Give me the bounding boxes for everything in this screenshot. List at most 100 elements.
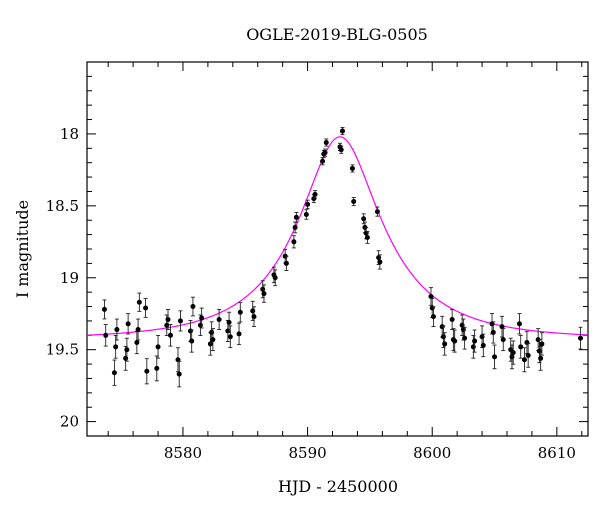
data-point — [187, 328, 193, 334]
data-point — [518, 344, 524, 350]
data-point — [177, 318, 183, 324]
data-point — [492, 354, 498, 360]
data-point — [536, 348, 542, 354]
data-point — [189, 338, 195, 344]
data-point — [168, 332, 173, 338]
data-point — [155, 344, 161, 350]
data-point — [377, 259, 383, 265]
x-axis-label: HJD - 2450000 — [278, 477, 398, 496]
data-point — [227, 334, 233, 340]
data-point — [134, 340, 140, 345]
x-tick-label: 8580 — [164, 444, 202, 462]
data-point — [260, 286, 266, 292]
data-point — [135, 327, 141, 333]
data-point — [430, 314, 436, 320]
data-point — [190, 304, 196, 310]
data-point — [462, 335, 468, 341]
data-point — [209, 329, 215, 335]
data-point — [442, 341, 448, 347]
y-tick-label: 18.5 — [46, 197, 79, 215]
data-point — [197, 322, 203, 328]
data-point — [237, 309, 243, 315]
x-tick-label: 8600 — [413, 444, 451, 462]
data-point — [199, 315, 205, 321]
x-tick-labels: 8580 8590 8600 8610 — [164, 444, 576, 462]
data-point — [323, 140, 329, 146]
data-point — [207, 341, 213, 347]
data-point — [320, 158, 326, 164]
data-point — [374, 209, 380, 215]
data-point — [472, 338, 478, 344]
data-point — [210, 337, 216, 343]
data-point — [500, 337, 506, 343]
data-point — [154, 365, 160, 371]
y-tick-label: 18 — [60, 125, 79, 143]
data-point — [311, 196, 317, 202]
data-point — [111, 370, 117, 376]
data-point — [364, 234, 370, 240]
chart-title: OGLE-2019-BLG-0505 — [246, 25, 428, 44]
data-point — [524, 340, 530, 345]
data-point — [250, 308, 256, 314]
data-point — [164, 322, 170, 328]
data-point — [509, 354, 515, 360]
data-point — [578, 335, 584, 341]
data-point — [303, 211, 309, 217]
data-point — [322, 150, 328, 156]
data-point — [101, 306, 107, 312]
data-point — [291, 239, 297, 245]
model-line — [86, 136, 589, 336]
data-point — [283, 260, 289, 266]
data-point — [525, 352, 531, 358]
axis-ticks — [87, 61, 588, 437]
y-axis-label: I magnitude — [13, 200, 32, 298]
data-point — [251, 314, 257, 320]
data-point — [439, 324, 445, 330]
data-point — [428, 293, 434, 299]
data-point — [538, 355, 544, 361]
data-point — [361, 216, 367, 222]
data-point — [376, 255, 382, 261]
data-point — [429, 305, 435, 311]
data-point — [449, 316, 455, 322]
x-tick-label: 8590 — [288, 444, 326, 462]
data-point — [480, 342, 486, 348]
data-point — [113, 344, 119, 350]
data-point — [490, 329, 496, 335]
data-point — [292, 224, 298, 230]
data-point — [338, 147, 344, 153]
y-tick-label: 20 — [60, 413, 79, 431]
y-tick-labels: 18 18.5 19 19.5 20 — [46, 125, 79, 431]
data-point — [499, 324, 505, 330]
data-points — [101, 126, 584, 388]
data-point — [470, 344, 476, 350]
data-point — [339, 128, 345, 134]
data-point — [293, 214, 299, 220]
data-point — [125, 321, 131, 327]
data-point — [539, 341, 545, 347]
data-point — [236, 331, 242, 337]
x-tick-label: 8610 — [538, 444, 576, 462]
data-point — [124, 347, 130, 353]
data-point — [123, 355, 129, 361]
data-point — [349, 165, 355, 171]
y-tick-label: 19.5 — [46, 341, 79, 359]
data-point — [143, 305, 149, 311]
data-point — [144, 368, 150, 374]
data-point — [216, 316, 222, 322]
data-point — [165, 316, 171, 322]
data-point — [176, 371, 182, 377]
data-point — [516, 321, 522, 327]
data-point — [272, 275, 278, 281]
data-point — [261, 291, 267, 297]
data-point — [479, 334, 485, 340]
data-point — [136, 299, 142, 305]
y-tick-label: 19 — [60, 269, 79, 287]
data-point — [510, 350, 516, 356]
data-point — [103, 332, 109, 338]
model-curve — [86, 136, 589, 336]
data-point — [226, 319, 232, 325]
data-point — [312, 191, 318, 197]
data-point — [114, 327, 120, 333]
